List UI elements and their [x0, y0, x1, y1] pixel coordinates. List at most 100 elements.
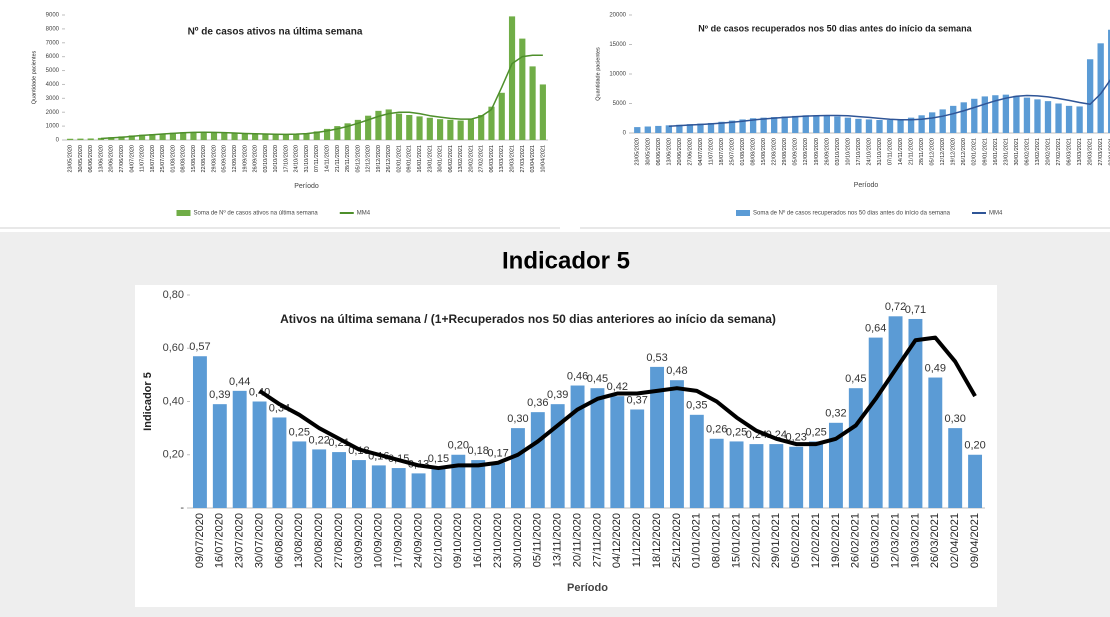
x-tick-label: 14/11/2020: [325, 145, 331, 172]
bar: [221, 133, 228, 140]
x-tick-label: 06/06/2020: [88, 145, 94, 173]
x-tick-label: 05/09/2020: [793, 138, 799, 166]
data-label: 0,53: [646, 352, 667, 364]
y-tick-label: 15000: [609, 42, 626, 48]
bar: [212, 404, 227, 508]
bar: [87, 138, 94, 140]
bar: [789, 446, 804, 508]
bar: [939, 109, 946, 133]
x-tick-label: 16/07/2020: [214, 513, 226, 568]
x-axis-label: Período: [567, 582, 608, 594]
x-tick-label: 20/03/2021: [1088, 138, 1094, 166]
x-tick-label: 23/05/2020: [68, 145, 74, 173]
y-tick-label: 20000: [609, 13, 626, 19]
bar: [210, 132, 218, 140]
bar: [650, 366, 665, 508]
bar: [128, 135, 135, 140]
legend-swatch: [736, 210, 750, 216]
x-tick-label: 23/01/2021: [427, 145, 433, 173]
bar: [971, 98, 978, 133]
bar: [437, 119, 444, 140]
bar: [655, 125, 662, 133]
x-tick-label: 06/03/2021: [1067, 138, 1073, 166]
x-tick-label: 02/01/2021: [972, 138, 978, 166]
y-axis-label: Quantidade pacientes: [595, 47, 601, 101]
x-tick-label: 19/12/2020: [951, 138, 957, 166]
x-tick-label: 15/01/2021: [730, 513, 742, 568]
data-label: 0,72: [885, 301, 906, 313]
bar: [491, 462, 506, 508]
x-tick-label: 03/10/2020: [835, 138, 841, 166]
x-tick-label: 16/10/2020: [472, 513, 484, 568]
bar: [351, 460, 366, 508]
x-tick-label: 06/02/2021: [448, 145, 454, 173]
bar: [1065, 105, 1073, 133]
heading: Indicador 5: [502, 247, 630, 274]
bar: [1034, 99, 1041, 133]
bar: [252, 401, 267, 508]
x-tick-label: 10/04/2021: [540, 145, 546, 173]
bar: [292, 441, 307, 508]
x-tick-label: 15/08/2020: [761, 138, 767, 166]
bar: [781, 116, 788, 133]
data-label: 0,49: [925, 362, 946, 374]
bar: [67, 138, 74, 140]
x-tick-label: 20/08/2020: [313, 513, 325, 568]
x-tick-label: 11/07/2020: [140, 145, 146, 172]
bar: [809, 441, 824, 508]
x-tick-label: 24/09/2020: [412, 513, 424, 568]
data-label: 0,20: [448, 440, 469, 452]
bar: [375, 110, 382, 140]
bar: [192, 356, 207, 508]
x-tick-label: 30/01/2021: [1014, 138, 1020, 166]
bar: [1013, 95, 1020, 133]
bar: [385, 109, 392, 140]
x-tick-label: 19/12/2020: [376, 145, 382, 173]
bar: [697, 123, 704, 133]
bar: [365, 115, 372, 140]
bar: [907, 117, 915, 133]
x-tick-label: 13/11/2020: [552, 513, 564, 567]
x-tick-label: 20/02/2021: [1045, 138, 1051, 166]
x-tick-label: 25/07/2020: [730, 138, 736, 166]
bar: [634, 127, 641, 133]
x-tick-label: 31/10/2020: [304, 145, 310, 173]
x-tick-label: 11/07/2020: [708, 138, 714, 165]
x-tick-label: 21/11/2020: [335, 145, 341, 172]
bar: [1097, 43, 1104, 133]
x-tick-label: 20/06/2020: [677, 138, 683, 166]
chart-title: Nº de casos ativos na última semana: [188, 27, 363, 38]
x-tick-label: 26/02/2021: [850, 513, 862, 568]
bar: [610, 396, 625, 508]
x-tick-label: 12/12/2020: [940, 138, 946, 166]
bar: [630, 409, 645, 508]
y-tick-label: 3000: [46, 96, 60, 102]
x-tick-label: 24/10/2020: [294, 145, 300, 173]
bar: [968, 454, 983, 508]
x-tick-label: 22/08/2020: [772, 138, 778, 166]
bar: [447, 119, 454, 140]
bar: [948, 428, 963, 508]
data-label: 0,44: [229, 376, 250, 388]
bar: [508, 16, 516, 141]
x-tick-label: 03/09/2020: [353, 513, 365, 568]
x-tick-label: 13/03/2021: [1077, 138, 1083, 166]
bar: [960, 102, 967, 133]
x-tick-label: 19/09/2020: [242, 145, 248, 173]
x-tick-label: 30/10/2020: [512, 513, 524, 568]
x-tick-label: 02/01/2021: [396, 145, 402, 173]
x-tick-label: 19/03/2021: [909, 513, 921, 568]
bar: [771, 117, 778, 133]
x-tick-label: 21/11/2020: [909, 138, 915, 165]
data-label: 0,39: [547, 389, 568, 401]
x-tick-label: 07/11/2020: [887, 138, 893, 165]
x-tick-label: 12/09/2020: [803, 138, 809, 166]
bar: [844, 117, 852, 133]
x-tick-label: 03/04/2021: [530, 145, 536, 173]
x-tick-label: 04/07/2020: [698, 138, 704, 166]
x-tick-label: 10/10/2020: [273, 145, 279, 173]
bar: [908, 318, 923, 508]
x-tick-label: 06/06/2020: [656, 138, 662, 166]
x-tick-label: 27/11/2020: [591, 513, 603, 567]
bar: [332, 452, 347, 508]
